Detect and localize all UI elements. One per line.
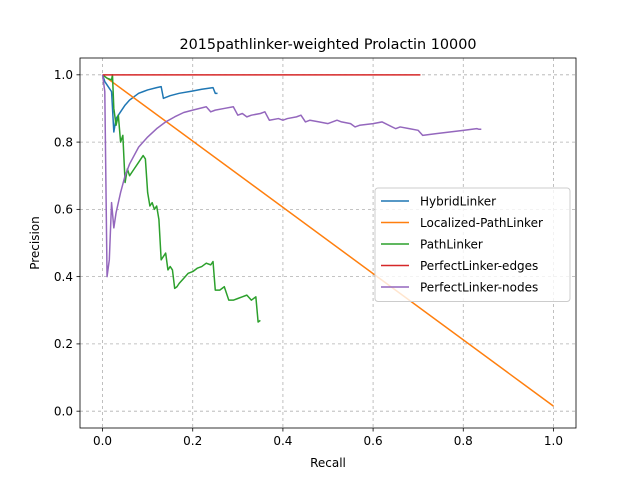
y-tick-label: 1.0 xyxy=(54,68,73,82)
y-axis-label: Precision xyxy=(28,216,42,270)
legend-label: Localized-PathLinker xyxy=(420,216,543,230)
legend-label: PerfectLinker-nodes xyxy=(420,280,538,294)
legend-label: PathLinker xyxy=(420,237,483,251)
legend-label: HybridLinker xyxy=(420,194,496,208)
x-tick-label: 0.8 xyxy=(454,434,473,448)
series-line-perfectlinker-nodes xyxy=(101,74,482,278)
series-line-localized-pathlinker xyxy=(102,74,554,407)
series-line-hybridlinker xyxy=(101,74,218,133)
x-tick-label: 0.4 xyxy=(273,434,292,448)
legend-box xyxy=(374,187,571,302)
plot-frame xyxy=(79,57,577,429)
series-layer xyxy=(101,74,554,407)
y-tick-label: 0.4 xyxy=(54,270,73,284)
legend: HybridLinker Localized-PathLinker PathLink… xyxy=(374,187,571,302)
x-axis-label: Recall xyxy=(310,456,346,470)
y-tick-label: 0.6 xyxy=(54,203,73,217)
legend-label: PerfectLinker-edges xyxy=(420,259,538,273)
x-tick-label: 0.6 xyxy=(364,434,383,448)
axis-ticks: 0.0 0.2 0.4 0.6 0.8 1.0 0.0 0.2 0.4 0.6 0.8 1.0 xyxy=(54,68,563,448)
x-tick-label: 1.0 xyxy=(544,434,563,448)
y-tick-label: 0.8 xyxy=(54,135,73,149)
x-tick-label: 0.2 xyxy=(183,434,202,448)
y-tick-label: 0.0 xyxy=(54,404,73,418)
x-tick-label: 0.0 xyxy=(93,434,112,448)
series-line-pathlinker xyxy=(102,74,261,323)
chart-title: 2015pathlinker-weighted Prolactin 10000 xyxy=(179,37,476,53)
y-tick-label: 0.2 xyxy=(54,337,73,351)
